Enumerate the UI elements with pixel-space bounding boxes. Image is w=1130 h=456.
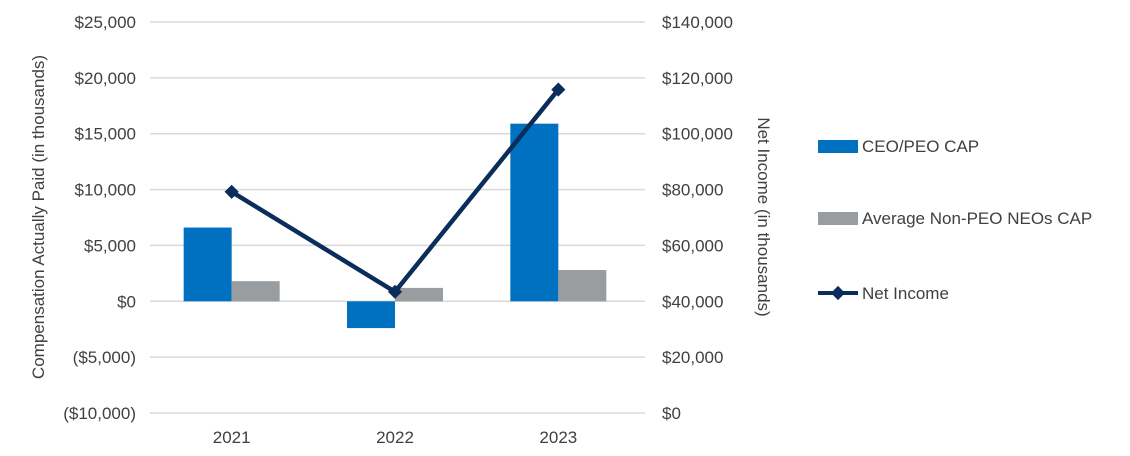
y2-axis-label: Net Income (in thousands) — [754, 117, 773, 316]
x-tick-label: 2021 — [213, 428, 251, 447]
legend-label: Net Income — [862, 284, 949, 303]
neo-cap-bar — [558, 270, 607, 302]
y2-tick-label: $40,000 — [662, 292, 723, 311]
y2-tick-label: $80,000 — [662, 181, 723, 200]
y-tick-label: $15,000 — [75, 125, 136, 144]
y2-tick-label: $100,000 — [662, 125, 733, 144]
ceo-cap-bar — [347, 301, 395, 329]
left-axis-ticks: ($10,000) ($5,000) $0 $5,000 $10,000 $15,000 $… — [63, 13, 136, 423]
legend-label: CEO/PEO CAP — [862, 137, 979, 156]
right-axis-ticks: $0 $20,000 $40,000 $60,000 $80,000 $100,000 $1… — [662, 13, 733, 423]
net-income-marker — [224, 184, 239, 199]
y-tick-label: $25,000 — [75, 13, 136, 32]
bars — [183, 123, 607, 329]
gridlines — [150, 21, 645, 414]
legend-marker-net-income — [830, 285, 846, 301]
x-tick-label: 2022 — [376, 428, 414, 447]
x-axis-ticks: 2021 2022 2023 — [213, 428, 577, 447]
y-tick-label: $10,000 — [75, 181, 136, 200]
ceo-cap-bar — [510, 123, 559, 302]
legend-swatch-neo-cap — [818, 212, 858, 225]
y-tick-label: ($5,000) — [73, 348, 136, 367]
y-axis-label: Compensation Actually Paid (in thousands… — [29, 55, 48, 379]
ceo-cap-bar — [183, 227, 232, 302]
y-tick-label: $20,000 — [75, 69, 136, 88]
legend-label: Average Non-PEO NEOs CAP — [862, 209, 1092, 228]
y2-tick-label: $140,000 — [662, 13, 733, 32]
net-income-marker — [387, 284, 403, 299]
y2-tick-label: $60,000 — [662, 236, 723, 255]
neo-cap-bar — [395, 287, 443, 302]
net-income-polyline — [230, 88, 561, 295]
y2-tick-label: $20,000 — [662, 348, 723, 367]
y2-tick-label: $0 — [662, 404, 681, 423]
neo-cap-bar — [231, 281, 280, 302]
y-tick-label: ($10,000) — [63, 404, 136, 423]
x-tick-label: 2023 — [539, 428, 577, 447]
y2-tick-label: $120,000 — [662, 69, 733, 88]
net-income-line — [224, 82, 566, 299]
y-tick-label: $0 — [117, 292, 136, 311]
net-income-marker — [551, 82, 566, 97]
y-tick-label: $5,000 — [84, 236, 136, 255]
legend-swatch-ceo-cap — [818, 140, 858, 153]
legend: CEO/PEO CAP Average Non-PEO NEOs CAP Net I… — [818, 137, 1092, 303]
